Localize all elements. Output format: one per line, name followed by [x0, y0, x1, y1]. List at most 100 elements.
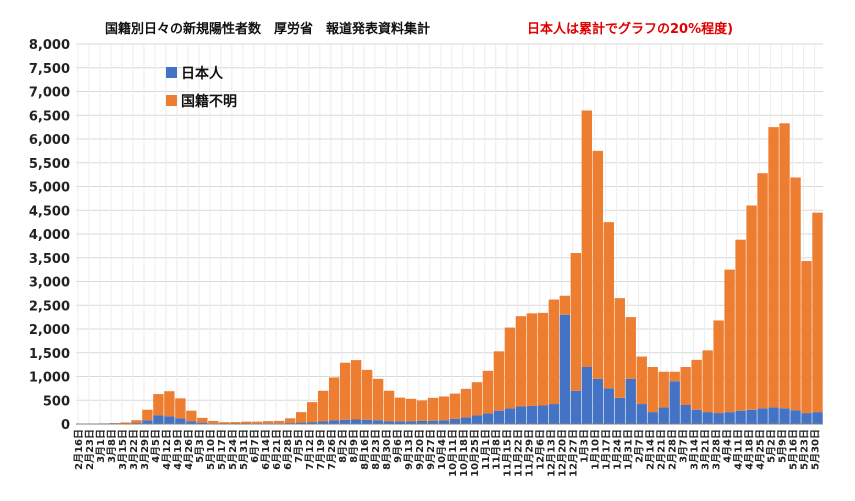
bar-japanese: [317, 421, 329, 424]
bar-unknown-nationality: [306, 402, 318, 423]
bar-japanese: [735, 410, 746, 424]
bar-unknown-nationality: [383, 390, 395, 422]
x-tick-label: 5月31日: [238, 429, 250, 470]
bar-japanese: [757, 408, 768, 424]
bar-unknown-nationality: [241, 421, 252, 424]
y-tick-label: 2,000: [29, 323, 70, 338]
x-tick-label: 5月16日: [788, 429, 800, 470]
y-tick-label: 6,500: [29, 109, 70, 124]
bar-japanese: [812, 412, 823, 424]
bar-japanese: [460, 417, 472, 424]
x-tick-label: 5月10日: [205, 429, 217, 470]
bar-japanese: [383, 421, 395, 424]
x-tick-label: 5月24日: [227, 429, 239, 470]
y-tick-label: 6,000: [29, 133, 70, 148]
y-tick-label: 8,000: [29, 38, 70, 53]
x-tick-label: 12月13日: [546, 429, 558, 477]
bar-unknown-nationality: [339, 362, 351, 420]
bar-unknown-nationality: [186, 410, 197, 422]
bar-japanese: [328, 420, 340, 424]
bar-japanese: [669, 381, 680, 424]
x-tick-label: 2月28日: [667, 429, 679, 470]
bar-unknown-nationality: [603, 222, 614, 389]
x-tick-label: 5月3日: [194, 429, 206, 463]
bar-unknown-nationality: [757, 173, 768, 409]
x-tick-label: 2月14日: [645, 429, 657, 470]
bar-unknown-nationality: [208, 420, 219, 424]
y-tick-label: 4,500: [29, 204, 70, 219]
bar-unknown-nationality: [746, 205, 757, 410]
bar-unknown-nationality: [592, 150, 603, 379]
bar-unknown-nationality: [471, 382, 483, 416]
x-tick-label: 4月12日: [161, 429, 173, 470]
bar-unknown-nationality: [394, 397, 406, 422]
bar-japanese: [603, 388, 614, 424]
bar-japanese: [372, 420, 384, 424]
x-tick-label: 8月9日: [348, 429, 360, 463]
x-tick-label: 6月14日: [260, 429, 272, 470]
x-tick-label: 1月3日: [579, 429, 591, 463]
x-tick-label: 6月7日: [249, 429, 261, 463]
y-tick-label: 1,500: [29, 347, 70, 362]
bar-unknown-nationality: [779, 123, 790, 409]
bar-unknown-nationality: [801, 261, 812, 414]
bar-unknown-nationality: [131, 420, 142, 424]
bar-unknown-nationality: [812, 212, 823, 413]
x-tick-label: 10月4日: [436, 429, 448, 470]
x-tick-label: 10月25日: [469, 429, 481, 477]
bar-japanese: [647, 412, 658, 424]
bar-unknown-nationality: [274, 420, 285, 424]
chart-title: 国籍別日々の新規陽性者数 厚労省 報道発表資料集計: [105, 21, 430, 37]
legend-label-unknown: 国籍不明: [181, 93, 237, 110]
y-tick-label: 5,500: [29, 157, 70, 172]
bar-unknown-nationality: [230, 422, 241, 424]
bar-japanese: [548, 404, 560, 424]
legend: 日本人 国籍不明: [166, 65, 237, 110]
bar-unknown-nationality: [120, 422, 131, 424]
bar-japanese: [746, 409, 757, 424]
x-tick-label: 1月31日: [623, 429, 635, 470]
bar-unknown-nationality: [493, 351, 505, 411]
x-tick-label: 7月19日: [315, 429, 327, 470]
bar-japanese: [779, 408, 790, 424]
x-tick-label: 12月6日: [535, 429, 547, 470]
y-tick-label: 4,000: [29, 228, 70, 243]
bar-unknown-nationality: [581, 110, 593, 367]
bar-japanese: [186, 421, 197, 424]
x-tick-label: 11月15日: [502, 429, 514, 477]
bar-japanese: [504, 408, 516, 424]
bar-unknown-nationality: [427, 397, 439, 421]
bar-japanese: [713, 413, 724, 424]
x-tick-label: 3月14日: [689, 429, 701, 470]
bar-japanese: [570, 390, 582, 424]
bar-unknown-nationality: [790, 177, 801, 411]
y-tick-label: 500: [43, 394, 70, 409]
bar-japanese: [691, 409, 702, 424]
bar-japanese: [142, 420, 153, 424]
y-tick-label: 0: [61, 418, 70, 433]
x-tick-label: 10月18日: [458, 429, 470, 477]
x-tick-label: 2月21日: [656, 429, 668, 470]
bar-unknown-nationality: [713, 320, 724, 414]
x-tick-label: 11月1日: [480, 429, 492, 470]
x-tick-label: 9月27日: [425, 429, 437, 470]
x-tick-label: 5月2日: [766, 429, 778, 463]
bar-japanese: [164, 416, 175, 424]
bar-unknown-nationality: [504, 327, 516, 409]
bar-unknown-nationality: [153, 394, 164, 416]
x-tick-label: 7月12日: [304, 429, 316, 470]
bar-unknown-nationality: [317, 390, 329, 422]
x-tick-label: 2月7日: [634, 429, 646, 463]
x-tick-label: 2月23日: [84, 429, 96, 470]
bar-unknown-nationality: [559, 295, 571, 315]
bar-japanese: [350, 419, 362, 424]
bar-unknown-nationality: [449, 393, 461, 419]
x-tick-label: 5月30日: [810, 429, 822, 470]
bar-japanese: [361, 419, 373, 424]
x-tick-label: 2月16日: [73, 429, 85, 470]
x-tick-label: 5月9日: [777, 429, 789, 463]
x-tick-label: 4月4日: [722, 429, 734, 463]
bar-japanese: [175, 418, 186, 424]
bar-unknown-nationality: [350, 360, 362, 420]
bar-japanese: [526, 405, 538, 424]
